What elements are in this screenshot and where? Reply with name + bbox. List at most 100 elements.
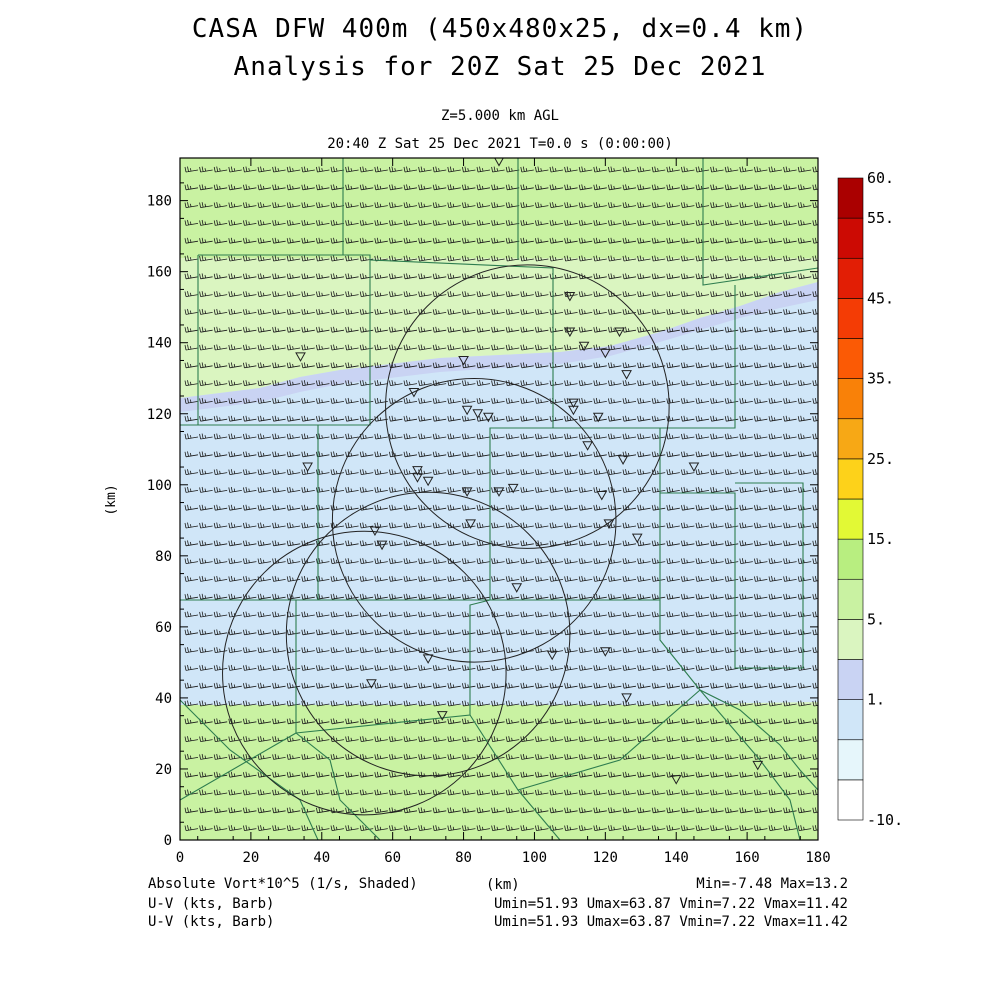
plot-title: CASA DFW 400m (450x480x25, dx=0.4 km) xyxy=(191,14,809,44)
radar-site-marker xyxy=(617,455,629,465)
range-ring xyxy=(222,530,507,816)
y-tick-label: 100 xyxy=(147,478,172,494)
y-tick-label: 60 xyxy=(155,620,172,636)
colorbar-swatch xyxy=(837,418,864,460)
colorbar-swatch xyxy=(837,298,864,339)
wind-minmax-2: Umin=51.93 Umax=63.87 Vmin=7.22 Vmax=11.… xyxy=(493,914,848,930)
radar-site-marker xyxy=(688,462,700,473)
radar-site-marker xyxy=(599,647,611,657)
radar-site-marker xyxy=(621,693,632,703)
y-tick-label: 0 xyxy=(164,833,172,849)
radar-site-marker xyxy=(568,398,579,409)
radar-site-marker xyxy=(564,327,576,338)
colorbar-label: 1. xyxy=(867,691,885,709)
y-axis-ticks: 0 20 40 60 80 100 120 140 160 180 xyxy=(147,182,818,849)
range-ring xyxy=(331,378,617,663)
x-tick-label: 140 xyxy=(664,850,689,866)
colorbar-swatch xyxy=(837,257,864,299)
x-tick-label: 160 xyxy=(734,850,759,866)
colorbar: 60. 55. 45. 35. 25. 15. 5. 1. -10. xyxy=(837,169,903,829)
colorbar-swatch xyxy=(837,779,864,821)
radar-sites xyxy=(295,158,764,785)
field-label-wind-2: U-V (kts, Barb) xyxy=(148,914,275,930)
x-tick-label: 20 xyxy=(242,850,259,866)
level-label: Z=5.000 km AGL xyxy=(440,108,559,124)
radar-site-marker xyxy=(412,466,423,476)
colorbar-label: 15. xyxy=(867,530,894,548)
colorbar-label: 35. xyxy=(867,370,894,388)
wind-barb-field xyxy=(184,166,818,831)
radar-site-marker xyxy=(461,405,473,416)
radar-site-marker xyxy=(472,409,484,419)
radar-site-marker xyxy=(436,711,448,721)
field-green-top xyxy=(180,158,818,258)
county-boundaries xyxy=(180,158,818,840)
radar-site-marker xyxy=(295,352,306,362)
radar-range-rings xyxy=(222,264,670,816)
x-tick-label: 80 xyxy=(455,850,472,866)
x-tick-label: 180 xyxy=(805,850,830,866)
radar-site-marker xyxy=(564,292,576,302)
colorbar-swatch xyxy=(837,578,864,620)
field-blue-region xyxy=(180,282,818,840)
radar-site-marker xyxy=(511,583,523,593)
colorbar-swatch xyxy=(837,739,864,781)
plot-subtitle: Analysis for 20Z Sat 25 Dec 2021 xyxy=(233,52,767,82)
y-tick-label: 80 xyxy=(155,549,172,565)
colorbar-label: 25. xyxy=(867,450,894,468)
radar-site-marker xyxy=(670,775,682,785)
radar-site-marker xyxy=(631,533,643,544)
colorbar-swatch xyxy=(837,177,864,219)
wind-barbs xyxy=(184,166,818,831)
y-tick-label: 20 xyxy=(155,762,172,778)
plot-frame xyxy=(179,157,819,841)
time-label: 20:40 Z Sat 25 Dec 2021 T=0.0 s (0:00:00… xyxy=(327,136,673,152)
radar-site-marker xyxy=(507,483,519,494)
x-tick-label: 100 xyxy=(522,850,547,866)
radar-site-marker xyxy=(599,348,611,359)
radar-site-marker xyxy=(546,650,558,661)
colorbar-label: 5. xyxy=(867,610,885,628)
field-green-bottom xyxy=(180,705,818,840)
y-tick-label: 120 xyxy=(147,407,172,423)
colorbar-label: 45. xyxy=(867,289,894,307)
radar-site-marker xyxy=(621,370,632,380)
radar-site-marker xyxy=(422,476,434,487)
radar-site-marker xyxy=(614,327,625,338)
radar-site-marker xyxy=(752,760,764,771)
field-blue-dark-band xyxy=(180,282,818,412)
colorbar-swatch xyxy=(837,659,864,700)
radar-site-marker xyxy=(412,473,423,483)
radar-site-marker xyxy=(369,526,381,536)
colorbar-swatch xyxy=(837,378,864,420)
radar-site-marker xyxy=(582,441,593,451)
x-tick-label: 120 xyxy=(593,850,618,866)
map-layers xyxy=(180,158,818,840)
x-tick-label: 0 xyxy=(176,850,184,866)
radar-site-marker xyxy=(302,462,313,473)
x-axis-label: (km) xyxy=(486,877,520,893)
colorbar-swatch xyxy=(837,338,864,379)
colorbar-swatch xyxy=(837,458,864,500)
range-ring xyxy=(385,264,670,549)
y-tick-label: 40 xyxy=(155,691,172,707)
colorbar-label: -10. xyxy=(867,811,903,829)
field-label-wind-1: U-V (kts, Barb) xyxy=(148,896,275,912)
colorbar-label: 55. xyxy=(867,209,894,227)
radar-site-marker xyxy=(376,540,388,551)
radar-site-marker xyxy=(422,654,434,664)
y-axis-label: (km) xyxy=(104,484,119,515)
field-label-vorticity: Absolute Vort*10^5 (1/s, Shaded) xyxy=(148,876,418,892)
radar-site-marker xyxy=(465,519,476,529)
vorticity-minmax: Min=-7.48 Max=13.2 xyxy=(696,876,848,892)
x-tick-label: 40 xyxy=(313,850,330,866)
colorbar-swatch xyxy=(837,217,864,259)
y-tick-label: 160 xyxy=(147,265,172,281)
y-tick-label: 180 xyxy=(147,194,172,210)
colorbar-swatch xyxy=(837,538,864,580)
y-tick-label: 140 xyxy=(147,336,172,352)
colorbar-swatch xyxy=(837,699,864,741)
colorbar-swatch xyxy=(837,498,864,540)
radar-site-marker xyxy=(366,679,377,689)
